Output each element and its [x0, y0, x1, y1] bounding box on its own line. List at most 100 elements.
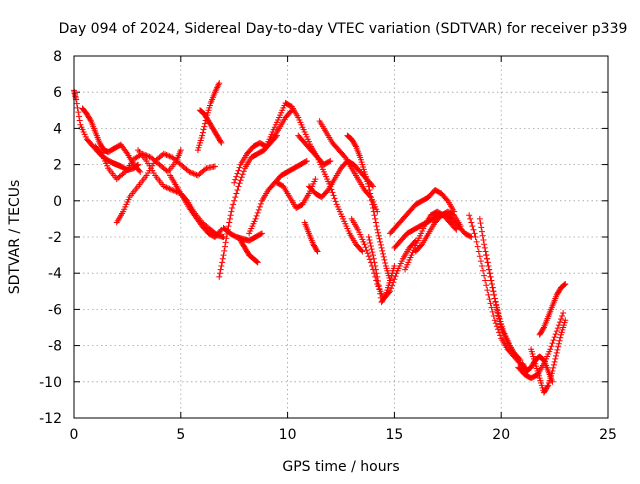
data-point [487, 273, 494, 280]
series-t29 [483, 252, 520, 360]
data-point [370, 205, 377, 212]
data-point [75, 113, 82, 120]
data-point [74, 104, 81, 111]
data-point [200, 126, 207, 133]
x-tick-label: 20 [492, 427, 510, 443]
data-point [235, 183, 242, 190]
data-point [372, 262, 379, 269]
data-point [381, 256, 388, 263]
data-point [240, 168, 247, 175]
data-point [229, 205, 236, 212]
y-tick-label: 0 [53, 194, 62, 210]
chart-title: Day 094 of 2024, Sidereal Day-to-day VTE… [59, 21, 628, 37]
data-point [373, 270, 380, 277]
data-point [418, 242, 425, 249]
data-point [97, 149, 104, 156]
data-point [254, 209, 261, 216]
data-point [225, 223, 232, 230]
data-point [358, 247, 365, 254]
data-point [234, 170, 241, 177]
data-point [364, 250, 371, 257]
data-point [237, 177, 244, 184]
y-tick-label: -10 [39, 375, 62, 391]
data-point [560, 282, 567, 289]
data-point [555, 343, 562, 350]
data-point [186, 168, 193, 175]
data-point [221, 247, 228, 254]
data-point [481, 241, 488, 248]
data-point [491, 291, 498, 298]
data-point [484, 287, 491, 294]
data-point [332, 198, 339, 205]
data-point [376, 235, 383, 242]
data-point [553, 328, 560, 335]
data-point [476, 253, 483, 260]
data-point [234, 186, 241, 193]
data-point [232, 194, 239, 201]
data-point [382, 293, 389, 300]
y-tick-label: -12 [39, 411, 62, 427]
data-point [387, 288, 394, 295]
data-point [231, 179, 238, 186]
data-point [485, 291, 492, 298]
data-point [365, 253, 372, 260]
data-point [550, 364, 557, 371]
axis-ticks: 0 5 10 15 20 25 -12 -10 -8 -6 -4 -2 0 2 4 6 8 [39, 49, 617, 443]
data-point [219, 255, 226, 262]
data-point [87, 116, 94, 123]
data-point [367, 243, 374, 250]
data-point [562, 317, 569, 324]
data-point [199, 132, 206, 139]
data-point [359, 248, 366, 255]
data-point [388, 285, 395, 292]
series-t8 [197, 107, 225, 146]
data-point [365, 234, 372, 240]
data-point [474, 243, 481, 250]
data-point [380, 253, 387, 260]
series-t22 [365, 234, 398, 306]
series-t12 [237, 237, 261, 266]
data-point [372, 215, 379, 222]
data-point [252, 215, 259, 222]
data-point [163, 184, 170, 191]
data-point [312, 176, 319, 183]
data-point [366, 186, 373, 193]
data-point [236, 164, 243, 171]
data-point [163, 151, 170, 158]
data-point [490, 288, 497, 295]
y-tick-label: -6 [48, 302, 62, 318]
data-point [390, 279, 397, 286]
data-point [254, 259, 261, 266]
data-point [330, 192, 337, 199]
data-point [221, 243, 228, 250]
data-point [370, 208, 377, 215]
data-point [341, 153, 348, 160]
data-point [167, 186, 174, 193]
series-t15 [273, 176, 319, 212]
x-tick-label: 5 [176, 427, 185, 443]
data-point [218, 139, 225, 146]
data-point [489, 308, 496, 315]
data-point [363, 247, 370, 254]
data-point [480, 237, 487, 244]
data-point [487, 300, 494, 307]
data-point [560, 310, 567, 317]
data-point [223, 235, 230, 242]
x-tick-label: 25 [599, 427, 617, 443]
data-point [391, 262, 398, 269]
data-point [370, 252, 377, 259]
data-point [544, 383, 551, 390]
data-point [482, 277, 489, 284]
data-point [480, 267, 487, 274]
data-point [326, 158, 333, 165]
data-point [494, 307, 501, 314]
data-point [466, 212, 473, 219]
data-point [287, 108, 294, 115]
data-point [391, 276, 398, 283]
data-point [145, 153, 152, 160]
data-point [201, 123, 208, 130]
series-t4 [113, 150, 218, 226]
data-point [313, 247, 320, 254]
